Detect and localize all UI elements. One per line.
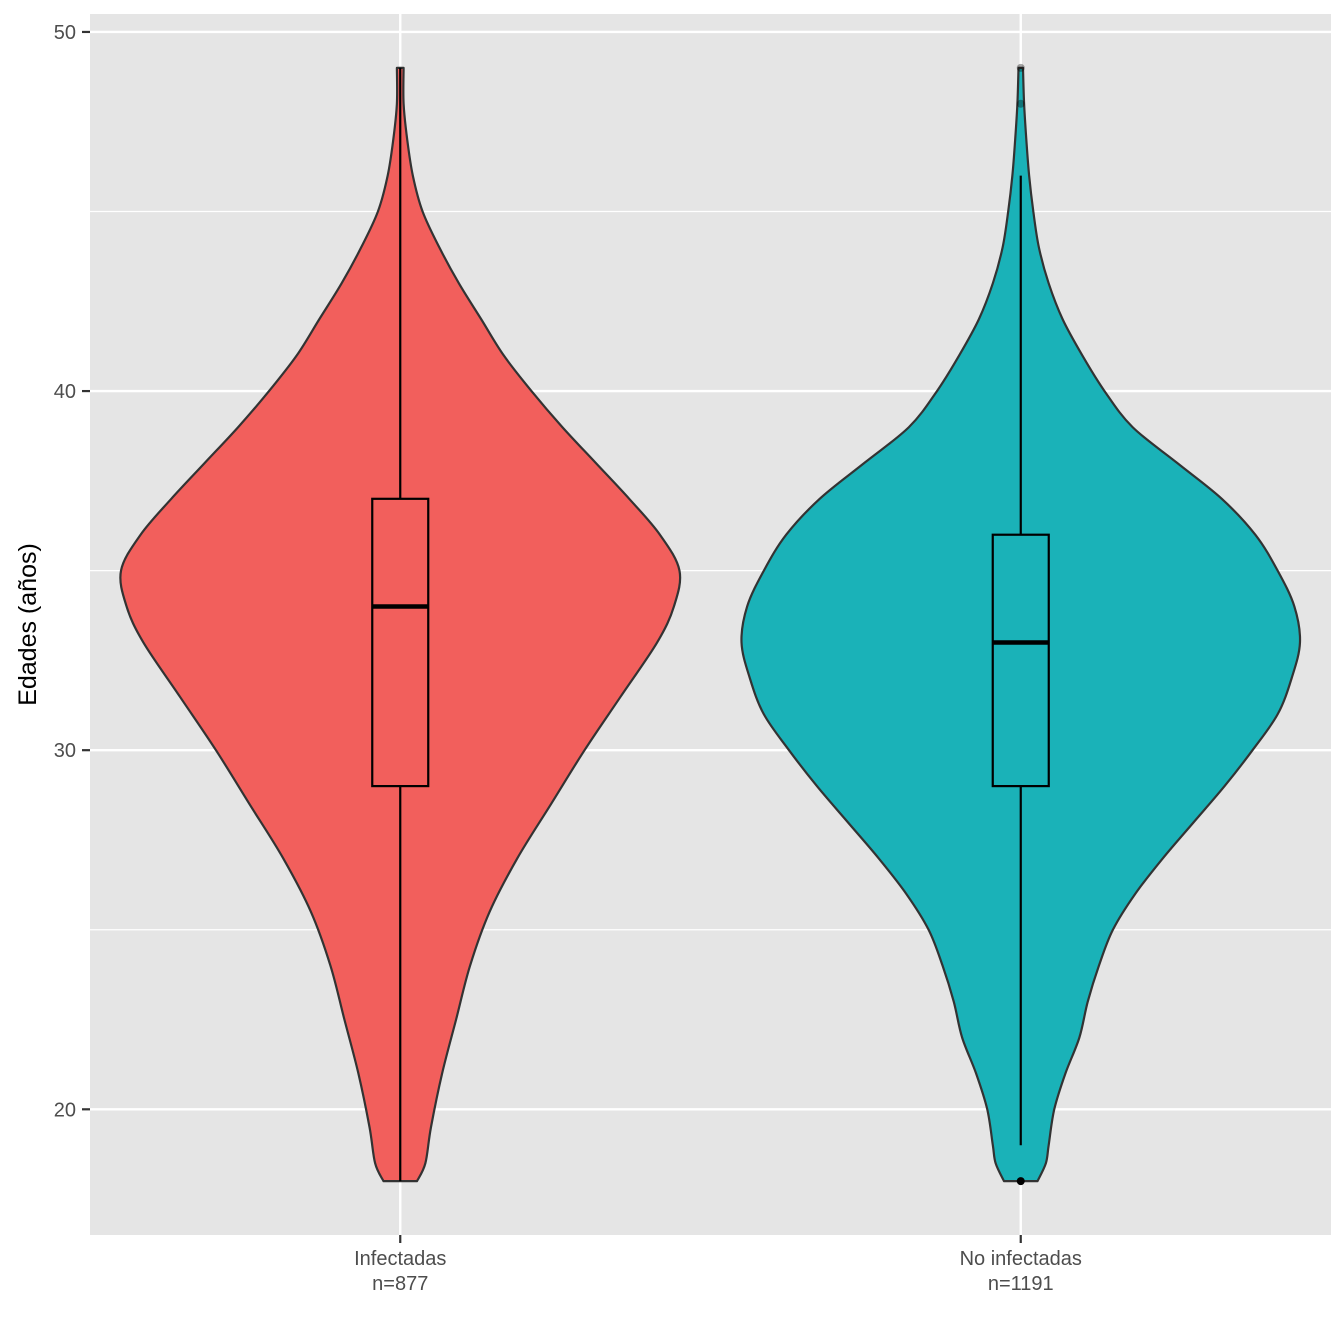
x-category-label: No infectadas <box>960 1248 1082 1270</box>
y-tick-label: 40 <box>54 381 76 403</box>
x-category-count: n=1191 <box>988 1273 1054 1295</box>
violin-layer <box>119 63 1302 1186</box>
x-axis: Infectadas n=877 No infectadas n=1191 <box>354 1235 1082 1295</box>
box <box>371 497 430 788</box>
y-tick-label: 20 <box>54 1099 76 1121</box>
y-axis: 20 30 40 50 <box>54 22 90 1121</box>
outlier-point <box>1016 99 1025 108</box>
box <box>991 533 1050 788</box>
y-axis-title: Edades (años) <box>14 543 42 706</box>
y-tick-label: 30 <box>54 740 76 762</box>
outlier-point <box>1016 63 1025 72</box>
x-category-count: n=877 <box>372 1273 428 1295</box>
outlier-point <box>1016 1177 1025 1186</box>
y-tick-label: 50 <box>54 22 76 44</box>
x-category-label: Infectadas <box>354 1248 446 1270</box>
